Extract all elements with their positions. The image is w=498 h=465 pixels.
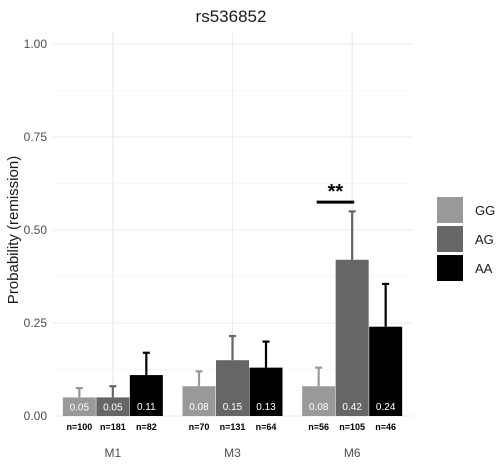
bar-value-label: 0.24 bbox=[376, 402, 396, 413]
legend-swatch bbox=[437, 255, 463, 281]
bar bbox=[129, 375, 163, 416]
x-tick-label: M3 bbox=[224, 446, 241, 460]
bar-value-label: 0.13 bbox=[256, 402, 276, 413]
bars bbox=[62, 210, 403, 416]
n-label: n=56 bbox=[308, 422, 329, 432]
y-tick-label: 1.00 bbox=[24, 37, 48, 51]
y-axis-label: Probability (remission) bbox=[5, 156, 22, 304]
bar bbox=[96, 397, 130, 416]
bar-value-label: 0.05 bbox=[103, 402, 123, 413]
bar-value-label: 0.05 bbox=[70, 402, 90, 413]
chart-title: rs536852 bbox=[196, 7, 267, 26]
bar-value-label: 0.08 bbox=[309, 402, 329, 413]
n-label: n=64 bbox=[256, 422, 277, 432]
n-label: n=100 bbox=[66, 422, 92, 432]
bar bbox=[369, 326, 403, 416]
significance-label: ** bbox=[328, 181, 344, 203]
bar bbox=[216, 360, 249, 416]
n-label: n=70 bbox=[189, 422, 210, 432]
legend-label: GG bbox=[475, 203, 495, 218]
y-tick-label: 0.25 bbox=[24, 316, 48, 330]
bar bbox=[249, 367, 283, 416]
legend-label: AG bbox=[475, 232, 494, 247]
legend-label: AA bbox=[475, 261, 493, 276]
n-label: n=105 bbox=[339, 422, 365, 432]
legend-swatch bbox=[437, 197, 463, 223]
bar bbox=[182, 386, 216, 416]
bar bbox=[302, 386, 336, 416]
legend: GG AG AA bbox=[437, 197, 495, 281]
bar-value-label: 0.11 bbox=[137, 402, 156, 413]
legend-swatch bbox=[437, 226, 463, 252]
bar-value-label: 0.08 bbox=[189, 402, 209, 413]
n-label: n=46 bbox=[375, 422, 396, 432]
y-tick-label: 0.50 bbox=[24, 223, 48, 237]
y-tick-label: 0.00 bbox=[24, 409, 48, 423]
n-label: n=181 bbox=[100, 422, 126, 432]
bar bbox=[335, 259, 369, 416]
bar-value-label: 0.42 bbox=[342, 402, 362, 413]
y-tick-label: 0.75 bbox=[24, 130, 48, 144]
bar bbox=[62, 397, 96, 416]
labels: 0.00 0.25 0.50 0.75 1.00 M1 M3 M6 0.05 n=100 0.08 n… bbox=[24, 37, 396, 460]
bar-value-label: 0.15 bbox=[223, 402, 243, 413]
n-label: n=131 bbox=[220, 422, 246, 432]
n-label: n=82 bbox=[136, 422, 157, 432]
x-tick-label: M6 bbox=[344, 446, 361, 460]
x-tick-label: M1 bbox=[104, 446, 121, 460]
